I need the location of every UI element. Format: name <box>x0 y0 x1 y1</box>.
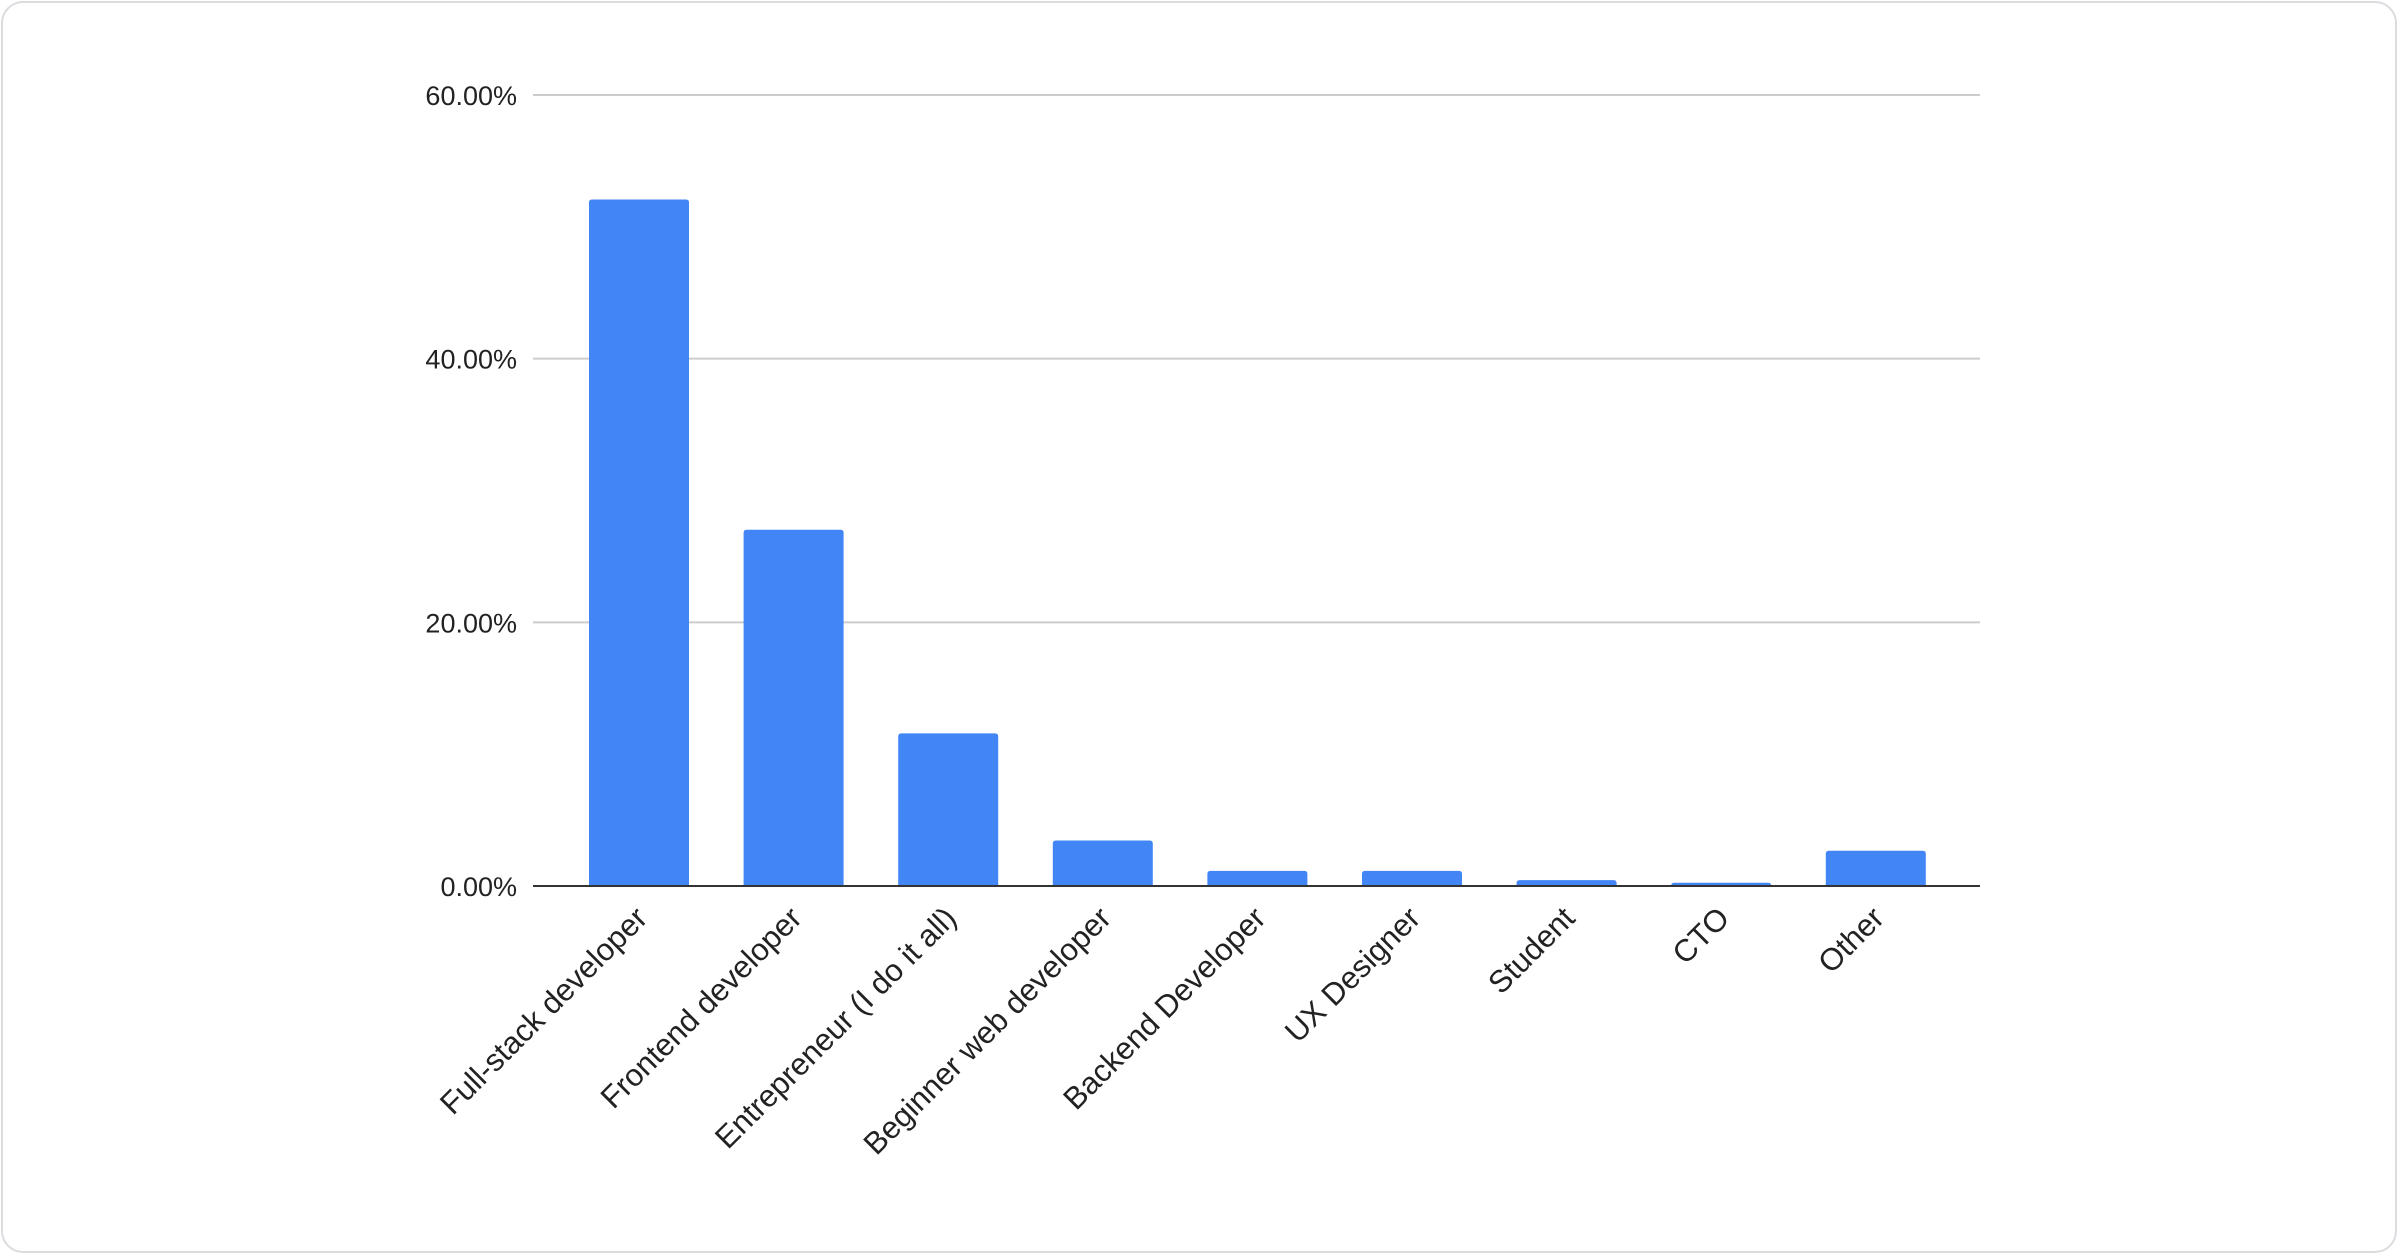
bar <box>1207 870 1308 886</box>
y-tick-label: 40.00% <box>425 345 517 375</box>
bar <box>1052 840 1153 886</box>
y-tick-label: 60.00% <box>425 81 517 111</box>
bar <box>1825 850 1926 886</box>
x-tick-label: Student <box>1481 900 1582 1001</box>
bar <box>898 733 999 886</box>
bar-chart: 0.00%20.00%40.00%60.00%Full-stack develo… <box>425 81 1980 1161</box>
y-tick-label: 20.00% <box>425 608 517 638</box>
x-tick-label: Other <box>1811 900 1891 980</box>
bar <box>743 529 844 886</box>
bar <box>1516 880 1617 886</box>
x-tick-label: Beginner web developer <box>857 900 1118 1161</box>
x-tick-label: CTO <box>1666 900 1737 971</box>
bar <box>589 199 689 887</box>
bar <box>1362 870 1462 886</box>
x-tick-label: UX Designer <box>1278 900 1427 1049</box>
y-tick-label: 0.00% <box>440 872 517 902</box>
